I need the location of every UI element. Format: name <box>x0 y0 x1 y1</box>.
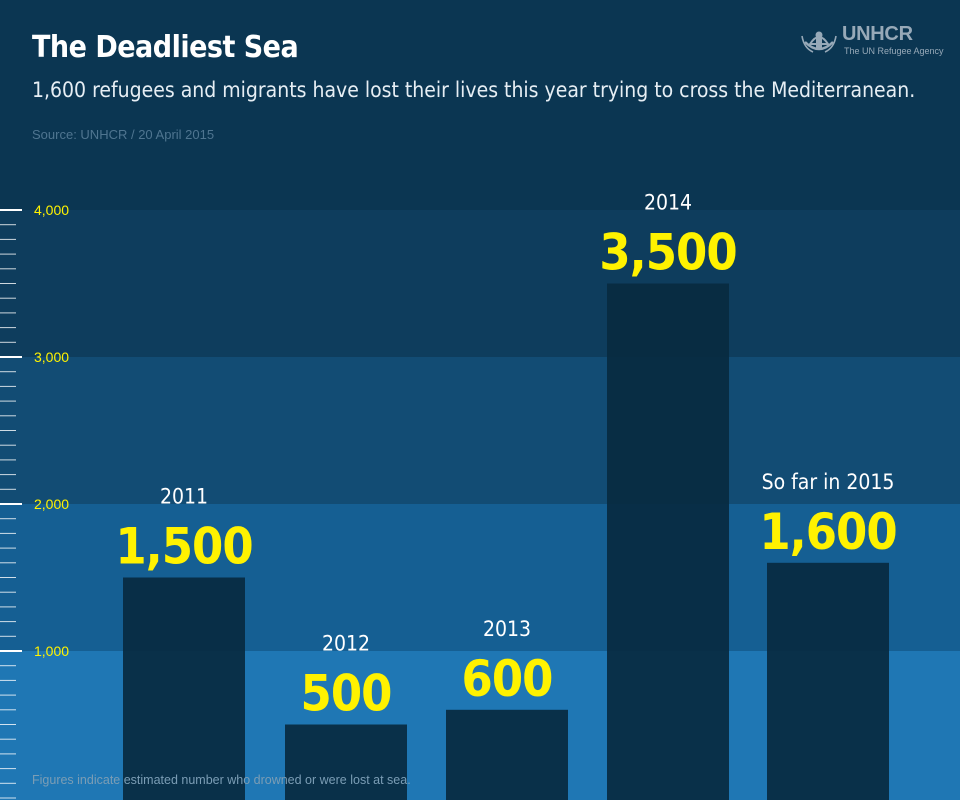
bar-category-label: 2011 <box>160 485 208 509</box>
logo-tagline: The UN Refugee Agency <box>844 46 944 56</box>
bar-3 <box>607 283 729 800</box>
y-tick-label: 4,000 <box>34 202 69 218</box>
bar-1 <box>285 724 407 800</box>
bar-category-label: 2013 <box>483 617 531 641</box>
chart-title: The Deadliest Sea <box>32 30 299 65</box>
unhcr-logo: UNHCR The UN Refugee Agency <box>800 20 944 60</box>
bar-4 <box>767 562 889 800</box>
source-note: Source: UNHCR / 20 April 2015 <box>32 127 215 142</box>
y-tick-label: 1,000 <box>34 643 69 659</box>
bar-value-label: 600 <box>462 650 553 708</box>
bar-category-label: So far in 2015 <box>762 470 895 494</box>
bar-value-label: 1,600 <box>759 503 896 561</box>
y-tick-label: 2,000 <box>34 496 69 512</box>
bar-2 <box>446 709 568 800</box>
bar-category-label: 2014 <box>644 191 692 215</box>
bar-value-label: 3,500 <box>599 224 736 282</box>
y-tick-label: 3,000 <box>34 349 69 365</box>
band-3000-4000 <box>0 210 960 357</box>
footnote: Figures indicate estimated number who dr… <box>32 773 411 787</box>
band-2000-3000 <box>0 357 960 504</box>
bar-value-label: 500 <box>301 665 392 723</box>
bar-0 <box>123 577 245 800</box>
unhcr-emblem-icon <box>801 31 837 53</box>
logo-name: UNHCR <box>842 23 913 45</box>
bar-value-label: 1,500 <box>115 518 252 576</box>
chart-subtitle: 1,600 refugees and migrants have lost th… <box>32 78 916 102</box>
bar-category-label: 2012 <box>322 632 370 656</box>
